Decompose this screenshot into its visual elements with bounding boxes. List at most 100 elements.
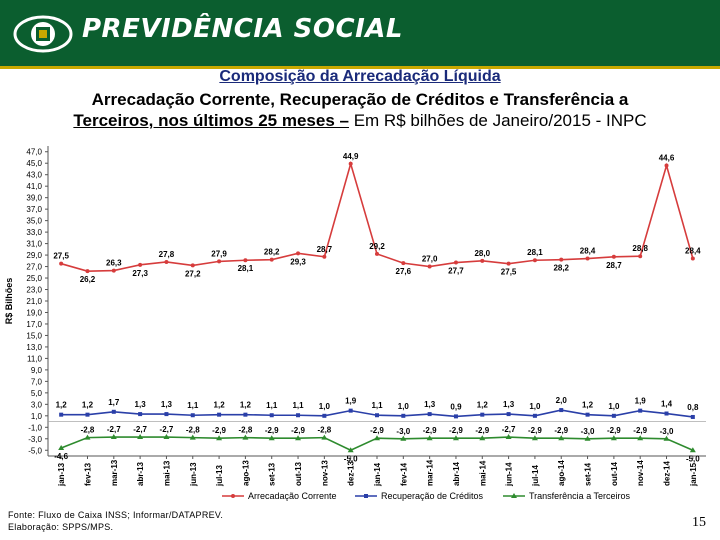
data-point — [663, 435, 670, 441]
data-label: 1,3 — [135, 400, 147, 409]
y-tick-label: -3,0 — [28, 435, 42, 444]
x-tick-label: ago-13 — [241, 460, 250, 486]
x-tick-label: set-14 — [584, 462, 593, 486]
y-tick-label: 23,0 — [26, 286, 42, 295]
data-point — [374, 435, 380, 441]
data-point — [138, 262, 143, 267]
data-label: -2,8 — [239, 426, 253, 435]
data-point — [638, 254, 643, 259]
x-tick-label: jan-15 — [689, 462, 698, 487]
data-label: -2,9 — [212, 426, 226, 435]
data-point — [321, 434, 328, 440]
legend-marker — [231, 494, 235, 498]
legend-marker — [364, 494, 368, 498]
data-label: 2,0 — [556, 396, 568, 405]
y-tick-label: 37,0 — [26, 205, 42, 214]
y-tick-label: 11,0 — [27, 354, 43, 363]
data-point — [164, 259, 169, 264]
data-label: 1,4 — [661, 400, 673, 409]
data-point — [269, 257, 274, 262]
brand-title: PREVIDÊNCIA SOCIAL — [82, 14, 403, 44]
data-label: -3,0 — [396, 427, 410, 436]
y-tick-label: 3,0 — [31, 400, 43, 409]
data-label: 1,2 — [477, 401, 489, 410]
data-point — [268, 435, 275, 441]
data-label: 28,7 — [606, 261, 622, 270]
data-label: 28,1 — [238, 264, 254, 273]
source-note: Fonte: Fluxo de Caixa INSS; Informar/DAT… — [8, 509, 223, 533]
data-point — [638, 408, 643, 413]
data-label: 0,9 — [450, 402, 462, 411]
source-line: Fonte: Fluxo de Caixa INSS; Informar/DAT… — [8, 510, 224, 520]
data-point — [137, 434, 144, 440]
legend-label: Recuperação de Créditos — [381, 491, 484, 501]
data-point — [164, 412, 169, 417]
data-point — [375, 251, 379, 256]
x-tick-label: jun-13 — [189, 462, 198, 487]
legend-label: Arrecadação Corrente — [248, 491, 337, 501]
y-tick-label: 31,0 — [26, 240, 42, 249]
data-label: -5,0 — [686, 454, 700, 463]
x-tick-label: dez-13 — [347, 461, 356, 486]
data-label: -3,0 — [581, 427, 595, 436]
data-label: 28,4 — [580, 247, 596, 256]
x-tick-label: mai-14 — [478, 460, 487, 486]
data-point — [190, 263, 195, 268]
y-tick-label: 35,0 — [26, 217, 42, 226]
data-label: -4,6 — [54, 452, 68, 461]
chart-title: Composição da Arrecadação Líquida — [219, 68, 501, 85]
data-label: 27,3 — [132, 269, 148, 278]
data-point — [189, 434, 196, 440]
data-point — [269, 413, 274, 418]
data-label: -2,9 — [449, 426, 463, 435]
data-point — [375, 413, 379, 418]
data-label: 1,2 — [582, 401, 594, 410]
data-label: 1,0 — [319, 402, 331, 411]
data-point — [243, 258, 248, 263]
data-point — [427, 412, 432, 417]
y-tick-label: 45,0 — [26, 159, 42, 168]
y-tick-label: -1,0 — [28, 423, 42, 432]
data-label: 27,9 — [211, 249, 227, 258]
subtitle-units: Em R$ bilhões de Janeiro/2015 - INPC — [348, 111, 647, 130]
data-label: 27,5 — [53, 252, 69, 261]
data-label: 1,3 — [424, 400, 436, 409]
data-point — [664, 163, 669, 168]
y-axis-label: R$ Bilhões — [4, 278, 14, 325]
data-point — [426, 435, 433, 441]
data-label: -3,0 — [660, 427, 674, 436]
data-label: 1,7 — [108, 398, 120, 407]
data-label: 1,3 — [161, 400, 173, 409]
data-label: -2,9 — [607, 426, 621, 435]
data-point — [637, 435, 644, 441]
data-point — [347, 447, 354, 453]
data-label: 27,8 — [159, 250, 175, 259]
data-point — [506, 261, 511, 266]
data-point — [453, 260, 458, 265]
data-point — [163, 434, 170, 440]
x-tick-label: nov-13 — [320, 460, 329, 486]
y-tick-label: -5,0 — [28, 446, 42, 455]
elaboration-line: Elaboração: SPPS/MPS. — [8, 522, 114, 532]
data-point — [217, 259, 222, 264]
data-point — [479, 435, 486, 441]
x-tick-label: nov-14 — [636, 460, 645, 486]
header-bar: PREVIDÊNCIA SOCIAL — [0, 0, 720, 68]
y-tick-label: 47,0 — [26, 148, 42, 157]
data-point — [610, 435, 617, 441]
legend-marker — [511, 493, 517, 498]
x-tick-label: out-14 — [610, 461, 619, 486]
data-point — [506, 412, 511, 417]
data-point — [322, 413, 327, 418]
y-tick-label: 39,0 — [26, 194, 42, 203]
data-point — [217, 412, 222, 417]
x-tick-label: dez-14 — [663, 461, 672, 486]
data-label: -2,9 — [370, 426, 384, 435]
data-point — [85, 269, 90, 274]
data-label: 28,2 — [553, 264, 569, 273]
data-label: 26,2 — [80, 275, 96, 284]
data-label: 1,9 — [635, 397, 647, 406]
data-label: 1,2 — [214, 401, 226, 410]
y-tick-label: 41,0 — [26, 182, 42, 191]
data-label: 1,0 — [398, 402, 410, 411]
